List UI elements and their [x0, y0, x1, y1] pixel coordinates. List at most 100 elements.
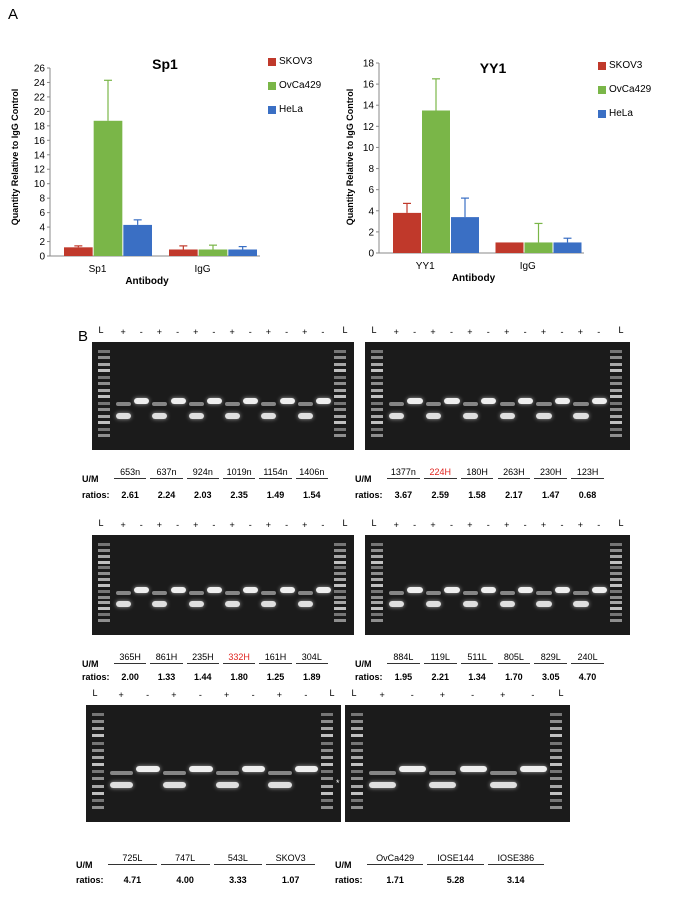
minus-lane-label: -	[251, 690, 255, 700]
ladder-band	[351, 734, 363, 738]
ladder-band	[321, 748, 333, 752]
plus-lane-band	[425, 413, 442, 420]
ladder-band	[334, 434, 346, 437]
y-tick-label: 16	[363, 80, 375, 91]
plus-lane-band	[261, 591, 277, 595]
plus-lane-label: +	[156, 327, 163, 337]
sample-label: 829L	[534, 652, 568, 664]
ladder-band	[371, 356, 383, 360]
band-marker-star: *	[356, 408, 360, 419]
ladder-band	[334, 356, 346, 360]
ladder-band	[92, 727, 104, 731]
ladder-band	[98, 595, 110, 599]
minus-lane-label: -	[146, 690, 150, 700]
um-ratio-value: 2.24	[157, 490, 176, 500]
um-label: U/M	[76, 860, 93, 870]
ladder-band	[92, 784, 104, 788]
ladder-band	[371, 566, 383, 570]
sample-label: 123H	[571, 467, 604, 479]
legend-swatch-hela	[268, 105, 276, 114]
plus-lane-band	[462, 402, 479, 407]
um-ratio-value: 1.33	[157, 672, 176, 682]
minus-lane-label: -	[449, 520, 453, 530]
minus-lane-label: -	[486, 520, 490, 530]
ladder-band	[371, 382, 383, 386]
plus-lane-band	[152, 591, 168, 595]
ladder-band	[550, 734, 562, 738]
legend-swatch-skov3	[268, 57, 276, 66]
ladder-band	[98, 572, 110, 576]
y-tick-label: 6	[368, 185, 374, 196]
minus-lane-label: -	[597, 327, 601, 337]
minus-lane-band	[554, 587, 571, 593]
ladder-band	[351, 763, 363, 767]
ladder-band	[550, 791, 562, 795]
plus-lane-band	[152, 601, 168, 607]
legend-label-skov3: SKOV3	[609, 60, 643, 71]
ladder-band	[550, 763, 562, 767]
ladder-band	[610, 356, 622, 360]
ladder-band	[98, 356, 110, 360]
ladder-band	[334, 543, 346, 546]
plus-lane-band	[297, 591, 313, 595]
ladder-band	[334, 566, 346, 570]
ladder-band	[321, 806, 333, 809]
ladder-band	[98, 350, 110, 353]
ladder-band	[371, 427, 383, 431]
ladder-band	[334, 408, 346, 412]
plus-lane-band	[499, 413, 515, 420]
ladder-band	[550, 755, 562, 759]
ladder-band	[371, 601, 383, 605]
gel-image: *	[356, 342, 630, 450]
ladder-band	[371, 362, 383, 366]
ratios-label: ratios:	[355, 490, 383, 500]
plus-lane-label: +	[276, 690, 283, 700]
ladder-band	[92, 734, 104, 738]
yy1-y-axis-label: Quantity Relative to IgG Control	[345, 88, 355, 226]
plus-lane-band	[489, 782, 517, 789]
plus-lane-band	[215, 782, 239, 789]
y-tick-label: 10	[363, 143, 375, 154]
ladder-band	[334, 414, 346, 418]
plus-lane-label: +	[118, 690, 124, 700]
plus-lane-label: +	[120, 327, 126, 337]
plus-lane-band	[536, 601, 552, 607]
minus-lane-band	[189, 765, 213, 772]
ladder-band	[550, 784, 562, 788]
um-ratio-value: 1.49	[266, 490, 285, 500]
plus-lane-band	[369, 782, 397, 789]
minus-lane-band	[407, 587, 423, 593]
um-ratio-value: 3.14	[507, 875, 525, 885]
plus-lane-band	[110, 782, 134, 789]
ratios-label: ratios:	[76, 875, 104, 885]
plus-lane-band	[297, 601, 313, 607]
ladder-label: L	[98, 518, 104, 528]
y-tick-label: 22	[34, 92, 46, 103]
plus-lane-band	[389, 601, 405, 607]
um-ratio-value: 3.33	[229, 875, 247, 885]
minus-lane-label: -	[139, 520, 143, 530]
bar-ovca429-igg	[198, 249, 228, 256]
plus-lane-band	[536, 413, 552, 420]
ladder-band	[321, 755, 333, 759]
minus-lane-label: -	[486, 327, 490, 337]
minus-lane-band	[243, 398, 259, 405]
ladder-band	[334, 375, 346, 379]
ladder-band	[98, 395, 110, 399]
y-tick-label: 12	[34, 165, 46, 176]
ladder-band	[92, 741, 104, 745]
ladder-band	[371, 607, 383, 611]
ladder-band	[371, 554, 383, 558]
ladder-band	[610, 401, 622, 405]
minus-lane-label: -	[410, 690, 414, 700]
ladder-band	[321, 798, 333, 802]
y-tick-label: 14	[34, 150, 46, 161]
ladder-band	[610, 421, 622, 425]
plus-lane-label: +	[467, 327, 473, 337]
sample-label: 1406n	[295, 467, 328, 479]
y-tick-label: 2	[39, 237, 45, 248]
plus-lane-band	[536, 402, 552, 407]
ladder-band	[98, 375, 110, 379]
plus-lane-band	[152, 413, 168, 420]
